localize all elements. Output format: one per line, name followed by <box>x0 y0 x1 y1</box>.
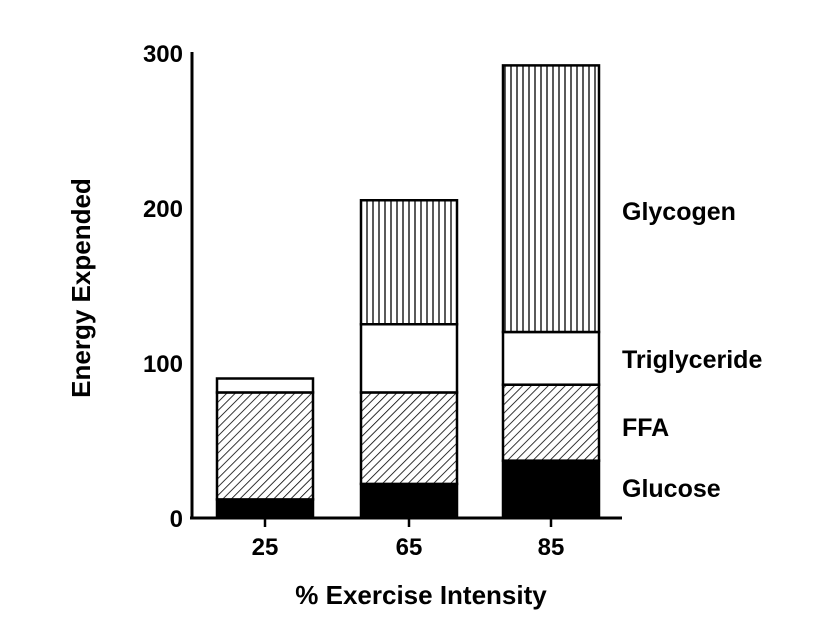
bar-segment-glycogen-65 <box>359 199 459 326</box>
bar-segment-triglyceride-25 <box>215 377 315 394</box>
y-ticks: 0 100 200 300 <box>143 41 183 533</box>
bars-layer <box>215 64 601 520</box>
bar-segment-ffa-25 <box>215 391 315 501</box>
bar-segment-triglyceride-85 <box>501 330 601 386</box>
y-axis-title: Energy Expended <box>66 178 96 398</box>
x-tick-label: 25 <box>252 534 279 561</box>
legend: Glucose FFA Triglyceride Glycogen <box>622 198 762 503</box>
bar-segment-ffa-65 <box>359 391 459 486</box>
bar-segment-glucose-65 <box>359 482 459 520</box>
bar-segment-triglyceride-65 <box>359 323 459 394</box>
bar-segment-glycogen-85 <box>501 64 601 334</box>
bar-segment-ffa-85 <box>501 383 601 462</box>
y-tick-label: 0 <box>170 506 183 533</box>
legend-label-glucose: Glucose <box>622 475 721 503</box>
y-tick-label: 100 <box>143 351 183 378</box>
legend-label-glycogen: Glycogen <box>622 198 736 226</box>
x-tick-label: 85 <box>538 534 565 561</box>
x-tick-label: 65 <box>396 534 423 561</box>
legend-label-triglyceride: Triglyceride <box>622 346 762 374</box>
bar-segment-glucose-85 <box>501 459 601 520</box>
x-axis-title: % Exercise Intensity <box>295 580 547 610</box>
y-tick-label: 300 <box>143 41 183 68</box>
bar-segment-glucose-25 <box>215 498 315 520</box>
legend-label-ffa: FFA <box>622 414 669 442</box>
x-ticks: 25 65 85 <box>252 518 565 561</box>
y-tick-label: 200 <box>143 196 183 223</box>
